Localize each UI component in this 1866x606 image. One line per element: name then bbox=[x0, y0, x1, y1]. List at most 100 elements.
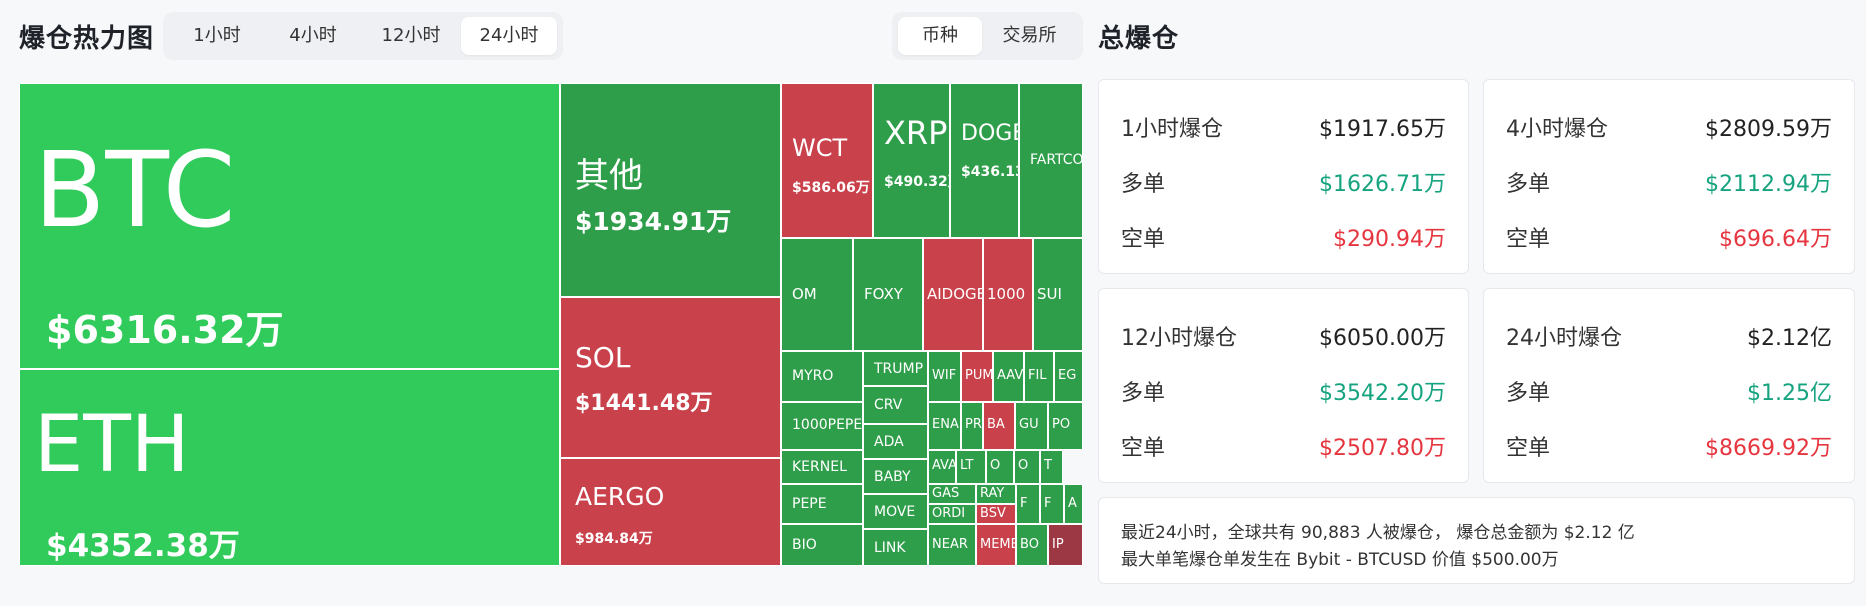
tile-label: ENA bbox=[932, 417, 959, 432]
total-value: $2.12亿 bbox=[1747, 326, 1832, 351]
tab-12h[interactable]: 12小时 bbox=[381, 25, 441, 46]
treemap-tile[interactable]: BO bbox=[1016, 524, 1048, 566]
treemap-tile[interactable]: O bbox=[1014, 450, 1040, 484]
tile-label: GU bbox=[1019, 417, 1039, 432]
tile-label: BIO bbox=[792, 537, 817, 553]
treemap-tile[interactable]: ORDI bbox=[928, 504, 976, 524]
tile-label: MEME bbox=[980, 537, 1016, 552]
tile-label: BO bbox=[1020, 537, 1039, 552]
short-label: 空单 bbox=[1121, 436, 1166, 461]
short-value: $2507.80万 bbox=[1319, 436, 1446, 461]
short-value: $290.94万 bbox=[1333, 227, 1446, 252]
treemap-tile[interactable]: NEAR bbox=[928, 524, 976, 566]
treemap-tile[interactable]: T bbox=[1040, 450, 1063, 484]
treemap-tile[interactable]: PR bbox=[961, 402, 983, 450]
treemap-tile[interactable]: XRP $490.32万 bbox=[873, 83, 950, 238]
treemap-tile[interactable]: BABY bbox=[863, 459, 928, 494]
tile-label: FOXY bbox=[864, 285, 903, 303]
treemap-tile[interactable]: F bbox=[1040, 484, 1064, 524]
tile-label: O bbox=[1018, 458, 1029, 473]
tile-label: SUI bbox=[1037, 285, 1062, 303]
treemap-tile[interactable]: CRV bbox=[863, 386, 928, 424]
tile-label: ADA bbox=[874, 434, 904, 450]
tab-1h[interactable]: 1小时 bbox=[193, 25, 241, 46]
treemap-tile[interactable]: ADA bbox=[863, 424, 928, 459]
treemap-tile[interactable]: SOL $1441.48万 bbox=[560, 297, 781, 458]
tile-label: MOVE bbox=[874, 504, 916, 520]
tile-value: $1441.48万 bbox=[575, 391, 713, 416]
treemap-tile[interactable]: A bbox=[1064, 484, 1083, 524]
treemap-tile[interactable]: LINK bbox=[863, 529, 928, 566]
treemap-tile[interactable]: 1000PEPE bbox=[781, 402, 863, 450]
treemap-tile[interactable]: BA bbox=[983, 402, 1015, 450]
short-label: 空单 bbox=[1506, 227, 1551, 252]
treemap-tile[interactable]: IP bbox=[1048, 524, 1083, 566]
group-by-tabs: 币种 交易所 bbox=[892, 12, 1083, 60]
treemap-tile[interactable]: MOVE bbox=[863, 494, 928, 529]
tab-coin[interactable]: 币种 bbox=[898, 17, 982, 55]
treemap-tile[interactable]: AERGO $984.84万 bbox=[560, 458, 781, 566]
long-label: 多单 bbox=[1121, 172, 1166, 197]
treemap-tile[interactable]: KERNEL bbox=[781, 450, 863, 484]
treemap-tile[interactable]: LT bbox=[956, 450, 986, 484]
tile-label: XRP bbox=[884, 114, 948, 152]
tab-exchange[interactable]: 交易所 bbox=[1002, 25, 1057, 46]
treemap-tile[interactable]: AIDOGE bbox=[923, 238, 983, 351]
tile-label: PR bbox=[965, 417, 982, 432]
tab-24h[interactable]: 24小时 bbox=[461, 17, 557, 55]
tile-label: BA bbox=[987, 417, 1005, 432]
tile-label: NEAR bbox=[932, 537, 968, 552]
treemap-tile[interactable]: EG bbox=[1054, 351, 1083, 402]
treemap-tile[interactable]: MYRO bbox=[781, 351, 863, 402]
treemap-tile[interactable]: 其他 $1934.91万 bbox=[560, 83, 781, 297]
treemap-tile[interactable]: ETH $4352.38万 bbox=[19, 369, 560, 566]
treemap-tile[interactable]: F bbox=[1016, 484, 1040, 524]
treemap-tile[interactable]: GAS bbox=[928, 484, 976, 504]
tile-label: MYRO bbox=[792, 368, 834, 384]
tile-label: AVAX bbox=[932, 458, 955, 473]
tab-4h[interactable]: 4小时 bbox=[289, 25, 337, 46]
treemap-tile[interactable]: O bbox=[986, 450, 1014, 484]
treemap-tile[interactable]: ENA bbox=[928, 402, 961, 450]
card-title: 1小时爆仓 bbox=[1121, 117, 1223, 142]
treemap-tile[interactable]: AAVE bbox=[993, 351, 1024, 402]
treemap-tile[interactable]: BSV bbox=[976, 504, 1016, 524]
tile-label: BABY bbox=[874, 469, 911, 485]
tile-label: PUMP bbox=[965, 368, 993, 383]
tile-label: FIL bbox=[1028, 368, 1047, 383]
tile-label: LT bbox=[960, 458, 974, 473]
treemap-tile[interactable]: MEME bbox=[976, 524, 1016, 566]
treemap-tile[interactable]: PEPE bbox=[781, 484, 863, 524]
treemap-tile[interactable]: FOXY bbox=[853, 238, 923, 351]
tile-label: WCT bbox=[792, 134, 848, 162]
treemap-tile[interactable]: PUMP bbox=[961, 351, 993, 402]
tile-label: AIDOGE bbox=[927, 285, 983, 303]
tile-value: $586.06万 bbox=[792, 180, 870, 196]
tile-label: 1000 bbox=[987, 285, 1026, 303]
treemap-tile[interactable]: SUI bbox=[1033, 238, 1083, 351]
treemap-tile[interactable]: RAY bbox=[976, 484, 1016, 504]
card-24h: 24小时爆仓 $2.12亿 多单 $1.25亿 空单 $8669.92万 bbox=[1483, 288, 1855, 483]
treemap-tile[interactable]: DOGE $436.13万 bbox=[950, 83, 1019, 238]
treemap-tile[interactable]: WCT $586.06万 bbox=[781, 83, 873, 238]
treemap-tile[interactable]: WIF bbox=[928, 351, 961, 402]
treemap-tile[interactable]: BTC $6316.32万 bbox=[19, 83, 560, 369]
tile-label: F bbox=[1044, 496, 1052, 511]
long-value: $2112.94万 bbox=[1705, 172, 1832, 197]
tile-label: GAS bbox=[932, 486, 960, 501]
treemap-tile[interactable]: PO bbox=[1048, 402, 1083, 450]
treemap-tile[interactable]: AVAX bbox=[928, 450, 956, 484]
treemap-tile[interactable]: GU bbox=[1015, 402, 1048, 450]
treemap-tile[interactable]: FARTCOIN bbox=[1019, 83, 1083, 238]
treemap-tile[interactable]: OM bbox=[781, 238, 853, 351]
tile-label: 1000PEPE bbox=[792, 417, 863, 433]
tile-label: F bbox=[1020, 496, 1028, 511]
tile-value: $6316.32万 bbox=[46, 308, 284, 352]
card-4h: 4小时爆仓 $2809.59万 多单 $2112.94万 空单 $696.64万 bbox=[1483, 79, 1855, 274]
treemap-tile[interactable]: TRUMP bbox=[863, 351, 928, 386]
tile-label: PEPE bbox=[792, 496, 827, 512]
treemap-tile[interactable]: BIO bbox=[781, 524, 863, 566]
treemap-tile[interactable]: 1000 bbox=[983, 238, 1033, 351]
tile-value: $490.32万 bbox=[884, 174, 949, 190]
treemap-tile[interactable]: FIL bbox=[1024, 351, 1054, 402]
